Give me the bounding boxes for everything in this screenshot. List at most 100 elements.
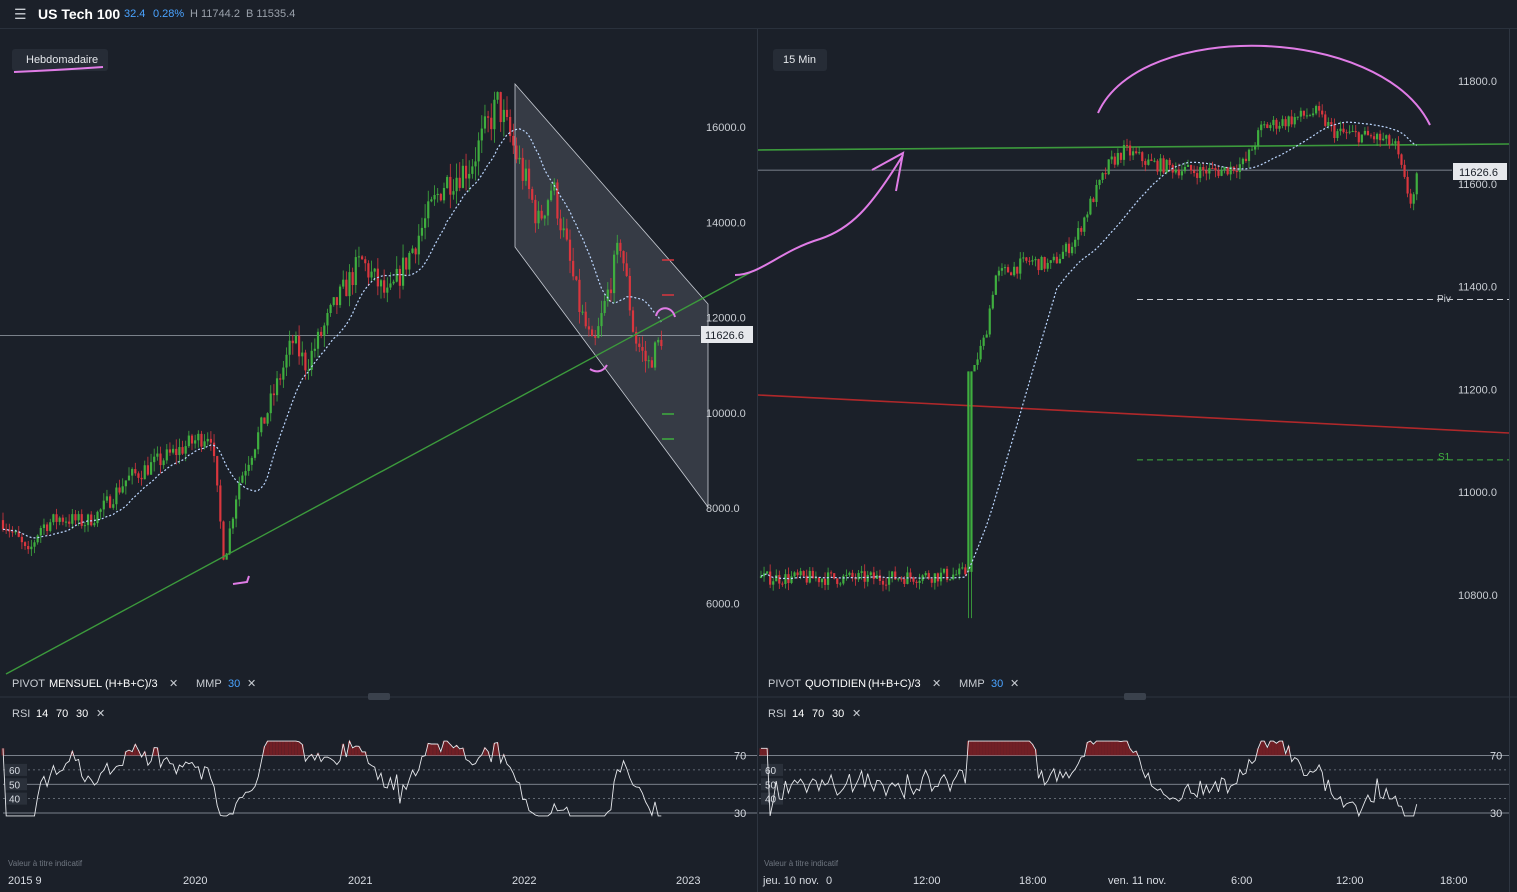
candle xyxy=(17,531,20,537)
candle xyxy=(584,311,587,327)
candle xyxy=(1119,153,1122,160)
close-icon[interactable]: ✕ xyxy=(169,678,178,690)
candle xyxy=(102,500,105,510)
candle xyxy=(175,448,178,456)
rsi-bar-right[interactable]: RSI 14 70 30 ✕ xyxy=(768,708,861,720)
candle xyxy=(1199,167,1202,178)
candle xyxy=(942,568,946,573)
rsi-line xyxy=(761,740,1418,818)
candle xyxy=(162,460,165,466)
candle xyxy=(1354,130,1357,133)
candle xyxy=(487,116,490,118)
candle xyxy=(891,571,894,577)
svg-text:QUOTIDIEN: QUOTIDIEN xyxy=(805,678,866,690)
candle xyxy=(622,251,625,264)
candle xyxy=(1122,145,1126,160)
x-axis-left: 2015 9 2020 2021 2022 2023 xyxy=(8,875,700,887)
candle xyxy=(878,575,882,581)
indicator-bar-left[interactable]: PIVOT MENSUEL (H+B+C)/3 ✕ MMP 30 ✕ xyxy=(12,678,256,690)
candle xyxy=(285,354,288,368)
candle xyxy=(1388,135,1391,145)
rsi-axis-label: 30 xyxy=(1490,808,1502,820)
candle xyxy=(505,109,509,117)
candle xyxy=(769,571,772,585)
rsi-bar-left[interactable]: RSI 14 70 30 ✕ xyxy=(12,708,105,720)
candle xyxy=(282,367,285,380)
close-icon[interactable]: ✕ xyxy=(1010,678,1019,690)
charts-area[interactable]: Hebdomadaire 15 Min 11626.6 11626.6 Piv … xyxy=(0,29,1517,892)
candle xyxy=(436,193,439,196)
candle xyxy=(790,576,793,583)
candle xyxy=(134,469,137,474)
resize-handle-left[interactable] xyxy=(368,693,390,700)
low-mark-annotation xyxy=(232,575,250,585)
candle xyxy=(364,259,367,264)
candle xyxy=(985,334,988,338)
y-tick-label: 8000.0 xyxy=(706,503,740,515)
high-mark-annotation xyxy=(655,307,676,318)
close-icon[interactable]: ✕ xyxy=(96,708,105,720)
candle xyxy=(860,571,863,573)
candle xyxy=(775,575,778,582)
timeframe-badge-left[interactable]: Hebdomadaire xyxy=(12,49,108,73)
candle xyxy=(348,272,351,297)
candle xyxy=(961,567,964,569)
timeframe-badge-right[interactable]: 15 Min xyxy=(773,49,827,71)
candle xyxy=(90,514,93,526)
candle xyxy=(1052,256,1055,261)
candle xyxy=(805,575,808,583)
candle xyxy=(609,289,613,294)
candle xyxy=(1150,159,1153,162)
candle xyxy=(1229,166,1232,175)
resize-handle-right[interactable] xyxy=(1124,693,1146,700)
candle xyxy=(988,308,991,335)
svg-text:30: 30 xyxy=(832,708,844,720)
candle xyxy=(1037,259,1040,271)
candle xyxy=(11,531,14,533)
candle xyxy=(660,339,663,347)
indicator-bar-right[interactable]: PIVOT QUOTIDIEN (H+B+C)/3 ✕ MMP 30 ✕ xyxy=(768,678,1019,690)
intraday-candles xyxy=(759,101,1418,619)
candle xyxy=(1391,143,1394,145)
symbol-name[interactable]: US Tech 100 xyxy=(38,6,121,22)
y-tick-label: 10800.0 xyxy=(1458,590,1498,602)
candle xyxy=(39,528,42,536)
candle xyxy=(811,570,814,579)
rsi-level-box xyxy=(761,792,783,805)
candle xyxy=(389,283,392,288)
candle xyxy=(553,182,556,191)
candle xyxy=(572,260,575,277)
close-icon[interactable]: ✕ xyxy=(932,678,941,690)
candle xyxy=(869,572,872,575)
candle xyxy=(851,572,854,578)
underline-annotation xyxy=(13,66,104,73)
close-icon[interactable]: ✕ xyxy=(247,678,256,690)
candle xyxy=(1022,257,1025,259)
candle xyxy=(568,239,572,261)
candle xyxy=(68,521,71,524)
candle xyxy=(1040,256,1043,271)
candle xyxy=(900,578,903,580)
price-change: 32.4 xyxy=(124,8,146,20)
candle xyxy=(55,514,58,522)
candle xyxy=(823,578,827,585)
close-icon[interactable]: ✕ xyxy=(852,708,861,720)
weekly-chart[interactable] xyxy=(0,82,758,675)
candle xyxy=(96,511,99,524)
annotations xyxy=(232,44,1431,585)
intraday-chart[interactable] xyxy=(757,101,1510,619)
candle xyxy=(597,326,600,338)
y-tick-label: 16000.0 xyxy=(706,122,746,134)
candle xyxy=(301,352,304,357)
candle xyxy=(367,263,370,278)
candle xyxy=(212,442,216,457)
candle xyxy=(165,449,168,461)
candle xyxy=(121,486,124,493)
candle xyxy=(866,574,869,582)
svg-text:RSI: RSI xyxy=(768,708,786,720)
candle xyxy=(1031,260,1034,262)
candle xyxy=(512,135,515,146)
x-tick-label: 2015 9 xyxy=(8,875,42,887)
candle xyxy=(1034,259,1037,261)
hamburger-menu-icon[interactable]: ☰ xyxy=(14,6,27,22)
